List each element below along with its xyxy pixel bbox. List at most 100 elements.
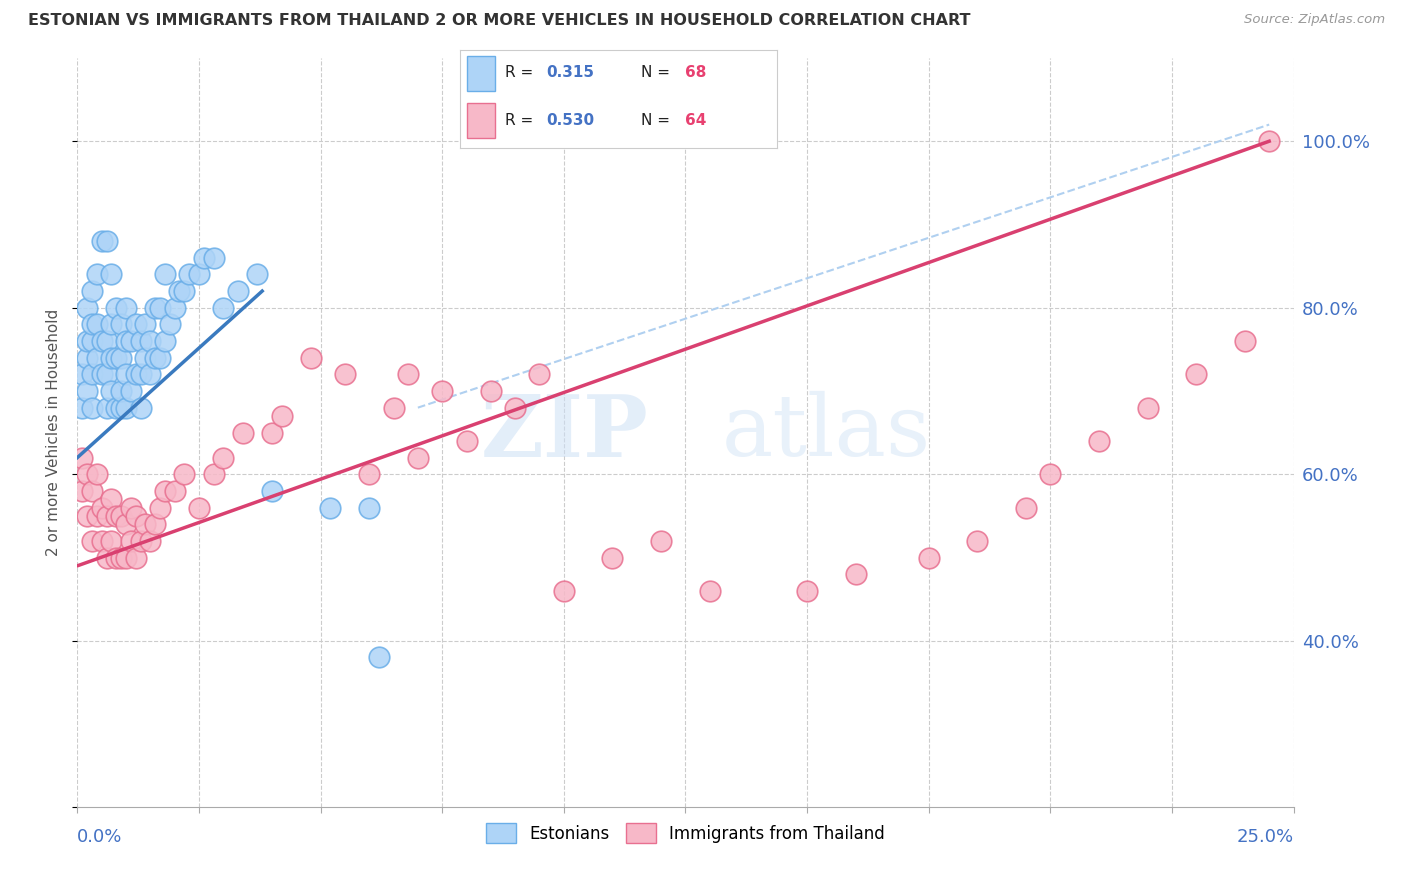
Point [100,268,122,282]
Point [76,334,98,348]
Point [110,384,132,398]
Point [115,517,138,532]
Point [382,401,405,415]
Y-axis label: 2 or more Vehicles in Household: 2 or more Vehicles in Household [46,309,62,557]
Point [845,567,868,582]
Point [479,384,502,398]
Point [1015,500,1038,515]
Point [149,500,172,515]
Point [96,368,118,382]
Point [368,650,391,665]
Point [212,450,235,465]
Point [193,251,215,265]
Point [153,483,176,498]
Point [76,384,98,398]
Point [80,401,103,415]
Point [299,351,322,365]
Text: ZIP: ZIP [481,391,650,475]
Point [120,384,142,398]
Point [125,368,148,382]
Point [100,384,122,398]
Text: Source: ZipAtlas.com: Source: ZipAtlas.com [1244,13,1385,27]
Text: 25.0%: 25.0% [1236,828,1294,847]
Point [90,533,112,548]
Point [212,301,235,315]
Point [70,401,93,415]
Point [115,401,138,415]
Point [143,351,166,365]
Point [76,301,98,315]
Point [110,401,132,415]
Legend: Estonians, Immigrants from Thailand: Estonians, Immigrants from Thailand [481,818,890,847]
Point [80,483,103,498]
Point [503,401,526,415]
Point [173,284,195,298]
Point [76,467,98,482]
Point [96,234,118,248]
Point [918,550,941,565]
Text: ESTONIAN VS IMMIGRANTS FROM THAILAND 2 OR MORE VEHICLES IN HOUSEHOLD CORRELATION: ESTONIAN VS IMMIGRANTS FROM THAILAND 2 O… [28,13,970,29]
Point [149,351,172,365]
Point [260,425,283,440]
Point [129,401,152,415]
Point [105,550,128,565]
Point [105,301,128,315]
Point [105,351,128,365]
Point [153,334,176,348]
Point [100,533,122,548]
Point [456,434,478,448]
Point [120,500,142,515]
Point [110,318,132,332]
Point [96,550,118,565]
Point [149,301,172,315]
Point [80,334,103,348]
Point [553,583,575,598]
Point [232,425,254,440]
Point [129,533,152,548]
Point [260,483,283,498]
Point [129,334,152,348]
Point [80,533,103,548]
Point [134,351,156,365]
Point [270,409,292,423]
Point [80,318,103,332]
Point [86,318,108,332]
Point [333,368,356,382]
Point [90,334,112,348]
Point [139,334,162,348]
Point [202,467,225,482]
Point [115,550,138,565]
Point [100,318,122,332]
Point [139,533,162,548]
Point [90,500,112,515]
Point [188,268,211,282]
Point [129,368,152,382]
Point [396,368,419,382]
Point [1039,467,1062,482]
Point [139,368,162,382]
Point [70,483,93,498]
Text: 0.0%: 0.0% [77,828,122,847]
Text: atlas: atlas [721,391,931,475]
Point [115,368,138,382]
Point [105,508,128,523]
Point [246,268,269,282]
Point [110,550,132,565]
Point [159,318,181,332]
Point [70,450,93,465]
Point [179,268,201,282]
Point [86,508,108,523]
Point [143,517,166,532]
Point [430,384,453,398]
Point [105,401,128,415]
Point [70,368,93,382]
Point [153,268,176,282]
Point [169,284,191,298]
Point [188,500,211,515]
Point [163,301,186,315]
Point [125,318,148,332]
Point [120,533,142,548]
Point [1258,134,1281,148]
Point [100,492,122,507]
Point [86,467,108,482]
